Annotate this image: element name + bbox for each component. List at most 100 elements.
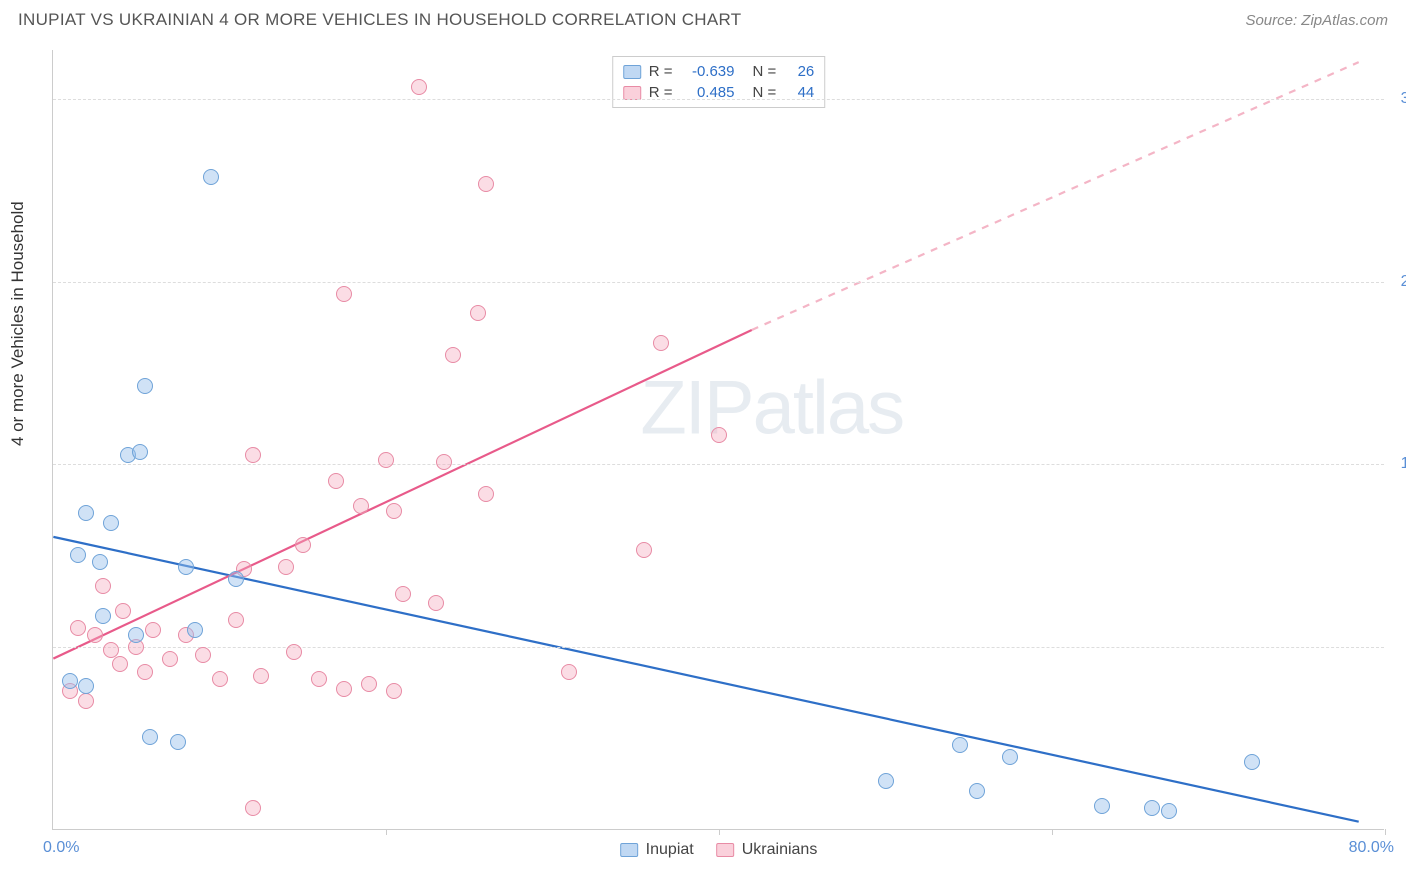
source-label: Source: ZipAtlas.com	[1245, 12, 1388, 29]
data-point-inupiat	[62, 673, 78, 689]
chart-title: INUPIAT VS UKRAINIAN 4 OR MORE VEHICLES …	[18, 10, 741, 30]
grid-line	[53, 464, 1384, 465]
data-point-ukrainians	[95, 578, 111, 594]
data-point-ukrainians	[103, 642, 119, 658]
data-point-inupiat	[137, 378, 153, 394]
data-point-ukrainians	[470, 305, 486, 321]
legend-row-ukrainians: R = 0.485 N = 44	[623, 82, 815, 103]
data-point-ukrainians	[386, 683, 402, 699]
data-point-ukrainians	[70, 620, 86, 636]
data-point-ukrainians	[411, 79, 427, 95]
data-point-ukrainians	[286, 644, 302, 660]
data-point-ukrainians	[295, 537, 311, 553]
data-point-inupiat	[1094, 798, 1110, 814]
data-point-inupiat	[132, 444, 148, 460]
data-point-inupiat	[70, 547, 86, 563]
data-point-ukrainians	[395, 586, 411, 602]
n-value-inupiat: 26	[784, 63, 814, 80]
data-point-ukrainians	[112, 656, 128, 672]
data-point-inupiat	[92, 554, 108, 570]
trend-line	[53, 537, 1358, 822]
data-point-ukrainians	[253, 668, 269, 684]
data-point-ukrainians	[78, 693, 94, 709]
data-point-inupiat	[203, 169, 219, 185]
legend-item-inupiat: Inupiat	[620, 841, 694, 859]
swatch-pink-icon	[716, 843, 734, 857]
data-point-ukrainians	[636, 542, 652, 558]
y-tick-label: 15.0%	[1391, 455, 1406, 473]
data-point-ukrainians	[361, 676, 377, 692]
data-point-ukrainians	[328, 473, 344, 489]
watermark: ZIPatlas	[640, 365, 903, 452]
data-point-ukrainians	[162, 651, 178, 667]
watermark-atlas: atlas	[753, 366, 904, 451]
legend-label-inupiat: Inupiat	[646, 841, 694, 859]
data-point-ukrainians	[478, 486, 494, 502]
data-point-ukrainians	[561, 664, 577, 680]
x-tick	[386, 829, 387, 835]
data-point-inupiat	[78, 505, 94, 521]
data-point-inupiat	[969, 783, 985, 799]
grid-line	[53, 99, 1384, 100]
grid-line	[53, 282, 1384, 283]
data-point-inupiat	[128, 627, 144, 643]
grid-line	[53, 647, 1384, 648]
data-point-ukrainians	[195, 647, 211, 663]
data-point-ukrainians	[145, 622, 161, 638]
data-point-ukrainians	[311, 671, 327, 687]
y-tick-label: 22.5%	[1391, 273, 1406, 291]
trend-line	[53, 330, 751, 659]
data-point-inupiat	[952, 737, 968, 753]
data-point-inupiat	[103, 515, 119, 531]
trend-line	[752, 62, 1359, 330]
data-point-ukrainians	[436, 454, 452, 470]
legend-correlation: R = -0.639 N = 26 R = 0.485 N = 44	[612, 56, 826, 108]
n-label: N =	[753, 63, 777, 80]
r-value-inupiat: -0.639	[681, 63, 735, 80]
data-point-inupiat	[178, 559, 194, 575]
data-point-inupiat	[1244, 754, 1260, 770]
data-point-ukrainians	[115, 603, 131, 619]
data-point-inupiat	[228, 571, 244, 587]
data-point-inupiat	[1161, 803, 1177, 819]
data-point-ukrainians	[228, 612, 244, 628]
data-point-inupiat	[187, 622, 203, 638]
chart-plot-area: ZIPatlas R = -0.639 N = 26 R = 0.485 N =…	[52, 50, 1384, 830]
data-point-ukrainians	[212, 671, 228, 687]
data-point-ukrainians	[386, 503, 402, 519]
legend-label-ukrainians: Ukrainians	[742, 841, 818, 859]
data-point-ukrainians	[653, 335, 669, 351]
data-point-ukrainians	[428, 595, 444, 611]
data-point-ukrainians	[478, 176, 494, 192]
data-point-inupiat	[878, 773, 894, 789]
data-point-ukrainians	[245, 800, 261, 816]
data-point-ukrainians	[711, 427, 727, 443]
legend-series: Inupiat Ukrainians	[620, 841, 818, 859]
data-point-inupiat	[95, 608, 111, 624]
data-point-ukrainians	[87, 627, 103, 643]
swatch-pink-icon	[623, 86, 641, 100]
data-point-ukrainians	[245, 447, 261, 463]
data-point-inupiat	[1144, 800, 1160, 816]
data-point-ukrainians	[445, 347, 461, 363]
x-tick	[719, 829, 720, 835]
data-point-inupiat	[142, 729, 158, 745]
data-point-ukrainians	[378, 452, 394, 468]
y-tick-label: 7.5%	[1391, 638, 1406, 656]
legend-row-inupiat: R = -0.639 N = 26	[623, 61, 815, 82]
y-axis-title: 4 or more Vehicles in Household	[8, 201, 28, 446]
data-point-ukrainians	[336, 286, 352, 302]
r-label: R =	[649, 63, 673, 80]
data-point-inupiat	[170, 734, 186, 750]
x-tick	[1385, 829, 1386, 835]
data-point-ukrainians	[353, 498, 369, 514]
x-axis-max-label: 80.0%	[1349, 839, 1394, 857]
data-point-ukrainians	[336, 681, 352, 697]
y-tick-label: 30.0%	[1391, 90, 1406, 108]
swatch-blue-icon	[623, 65, 641, 79]
watermark-zip: ZIP	[640, 366, 752, 451]
swatch-blue-icon	[620, 843, 638, 857]
x-tick	[1052, 829, 1053, 835]
x-axis-min-label: 0.0%	[43, 839, 79, 857]
data-point-inupiat	[78, 678, 94, 694]
